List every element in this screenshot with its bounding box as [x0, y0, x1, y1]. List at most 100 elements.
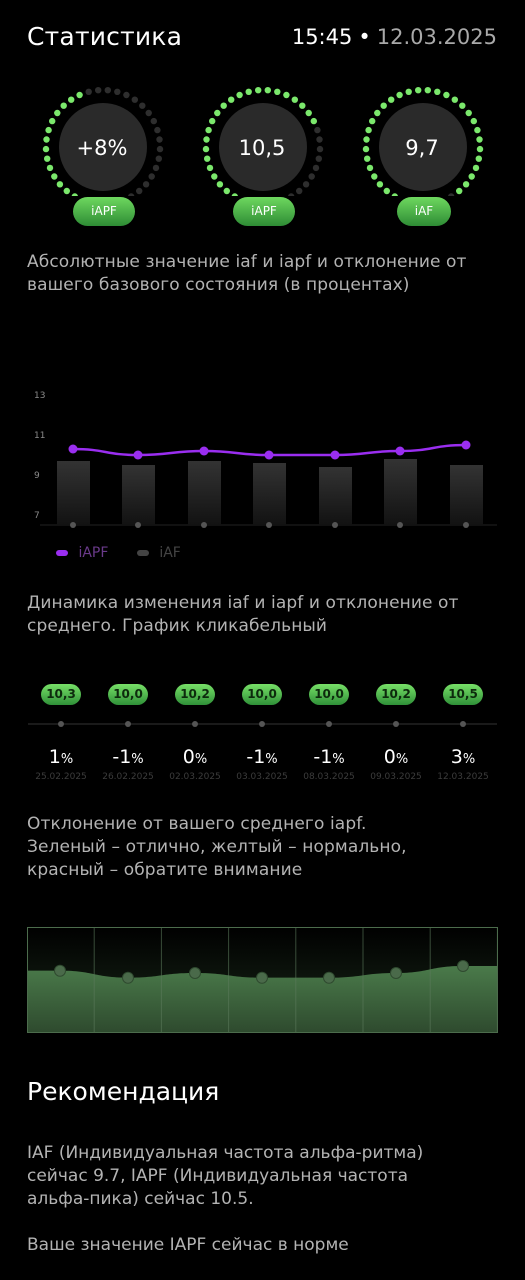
- page-title: Статистика: [27, 22, 183, 51]
- gauge-tick: [288, 193, 295, 196]
- gauge-tick: [383, 187, 390, 195]
- gauge-tick: [305, 109, 312, 117]
- iapf-value-tag: 10,0: [108, 684, 148, 705]
- gauge-tick: [255, 87, 262, 94]
- iaf-bar[interactable]: [450, 465, 483, 525]
- chart-description: Динамика изменения iaf и iapf и отклонен…: [27, 593, 459, 636]
- area-point[interactable]: [54, 964, 66, 977]
- timeline-dot: [125, 721, 131, 727]
- timeline-dot: [393, 721, 399, 727]
- gauge-iapf-deviation[interactable]: +8% iAPF: [42, 86, 172, 226]
- gauge-tick: [152, 164, 160, 172]
- area-chart-border: [27, 927, 498, 1033]
- iapf-value-tag: 10,5: [443, 684, 483, 705]
- deviation-description: Отклонение от вашего среднего iapf. Зеле…: [27, 813, 407, 882]
- legend-iapf-swatch: [56, 550, 68, 556]
- iapf-point[interactable]: [68, 444, 78, 454]
- area-point[interactable]: [323, 971, 335, 984]
- iapf-area-chart[interactable]: [26, 927, 498, 1037]
- deviation-number: 0: [383, 746, 396, 768]
- deviation-date: 03.03.2025: [236, 772, 288, 782]
- gauge-tick: [46, 164, 54, 172]
- deviation-date: 08.03.2025: [303, 772, 355, 782]
- gauge-tick: [214, 109, 221, 117]
- x-tick-dot: [201, 522, 207, 528]
- deviation-date: 25.02.2025: [35, 772, 87, 782]
- recommendation-line: альфа-пика) сейчас 10.5.: [27, 1189, 254, 1209]
- gauge-tick: [154, 126, 161, 134]
- iaf-iapf-chart[interactable]: 13 11 9 7: [0, 375, 525, 539]
- deviation-number: -1: [246, 746, 266, 768]
- area-point[interactable]: [457, 960, 469, 972]
- iaf-bar[interactable]: [319, 467, 352, 525]
- iaf-bar[interactable]: [122, 465, 155, 525]
- gauge-tick: [283, 91, 290, 99]
- gauge-center: [379, 103, 467, 191]
- gauge-tick: [204, 155, 211, 162]
- deviation-description-line: красный – обратите внимание: [27, 860, 303, 880]
- iapf-point[interactable]: [461, 440, 471, 450]
- gauge-tick: [245, 88, 252, 95]
- gauge-tick: [475, 155, 482, 162]
- area-point[interactable]: [189, 967, 201, 979]
- deviation-number: -1: [313, 746, 333, 768]
- gauge-center: [219, 103, 307, 191]
- iapf-point[interactable]: [395, 446, 405, 456]
- iaf-bar[interactable]: [253, 463, 286, 525]
- recommendation-line: IAF (Индивидуальная частота альфа-ритма): [27, 1143, 424, 1163]
- gauge-tick: [223, 187, 230, 195]
- gauge-tick: [465, 109, 472, 117]
- gauge-value: 10,5: [238, 136, 286, 160]
- iaf-bar[interactable]: [57, 461, 90, 525]
- gauge-iaf[interactable]: 9,7 iAF: [362, 86, 492, 226]
- iaf-bar[interactable]: [188, 461, 221, 525]
- iapf-value-tag: 10,2: [376, 684, 416, 705]
- deviation-row: 10,3 1% 25.02.2025 10,0 -1% 26.02.2025 10,2 0% 0…: [28, 684, 497, 782]
- chart-legend: iAPF iAF: [56, 545, 181, 561]
- gauge-tick: [312, 164, 320, 172]
- gauge-tick: [205, 126, 212, 134]
- gauge-tick: [236, 91, 243, 99]
- deviation-unit: %: [265, 752, 278, 767]
- gauge-tick: [424, 87, 431, 94]
- chart-canvas[interactable]: 13 11 9 7: [0, 375, 525, 535]
- iapf-point[interactable]: [330, 450, 340, 460]
- gauge-tick: [476, 136, 483, 143]
- y-tick-label: 13: [34, 391, 45, 401]
- gauge-tick: [448, 193, 455, 196]
- gauge-tick: [459, 102, 466, 109]
- gauge-tick: [68, 96, 75, 103]
- gauge-tick: [114, 88, 121, 95]
- iapf-point[interactable]: [264, 450, 274, 460]
- gauge-tick: [364, 155, 371, 162]
- gauge-tick: [415, 87, 422, 94]
- gauge-tick: [142, 181, 150, 188]
- gauge-iapf[interactable]: 10,5 iAPF: [202, 86, 332, 226]
- gauge-tick: [316, 136, 323, 143]
- gauge-tick: [145, 109, 152, 117]
- gauge-tick: [51, 173, 58, 180]
- gauge-tick: [462, 181, 470, 188]
- timeline-dot: [259, 721, 265, 727]
- gauge-tick: [148, 173, 155, 180]
- legend-iaf-swatch: [136, 550, 149, 556]
- legend-iaf-label: iAF: [159, 545, 181, 561]
- iaf-bar[interactable]: [384, 459, 417, 525]
- gauge-tick: [95, 87, 102, 94]
- gauge-tick: [474, 126, 481, 134]
- gauge-tick: [468, 173, 475, 180]
- gauge-tick: [203, 136, 210, 143]
- gauge-tick: [104, 87, 111, 94]
- area-point[interactable]: [390, 967, 402, 979]
- area-fill: [27, 966, 498, 1033]
- gauge-tick: [131, 96, 138, 103]
- gauge-tick: [470, 117, 477, 125]
- iapf-point[interactable]: [199, 446, 209, 456]
- iapf-point[interactable]: [133, 450, 143, 460]
- area-chart-canvas[interactable]: [26, 927, 498, 1033]
- recommendation-status: Ваше значение IAPF сейчас в норме: [27, 1235, 349, 1255]
- area-point[interactable]: [256, 971, 268, 984]
- gauge-tick: [371, 173, 378, 180]
- area-point[interactable]: [122, 971, 134, 984]
- gauges-description: Абсолютные значение iaf и iapf и отклоне…: [27, 252, 467, 295]
